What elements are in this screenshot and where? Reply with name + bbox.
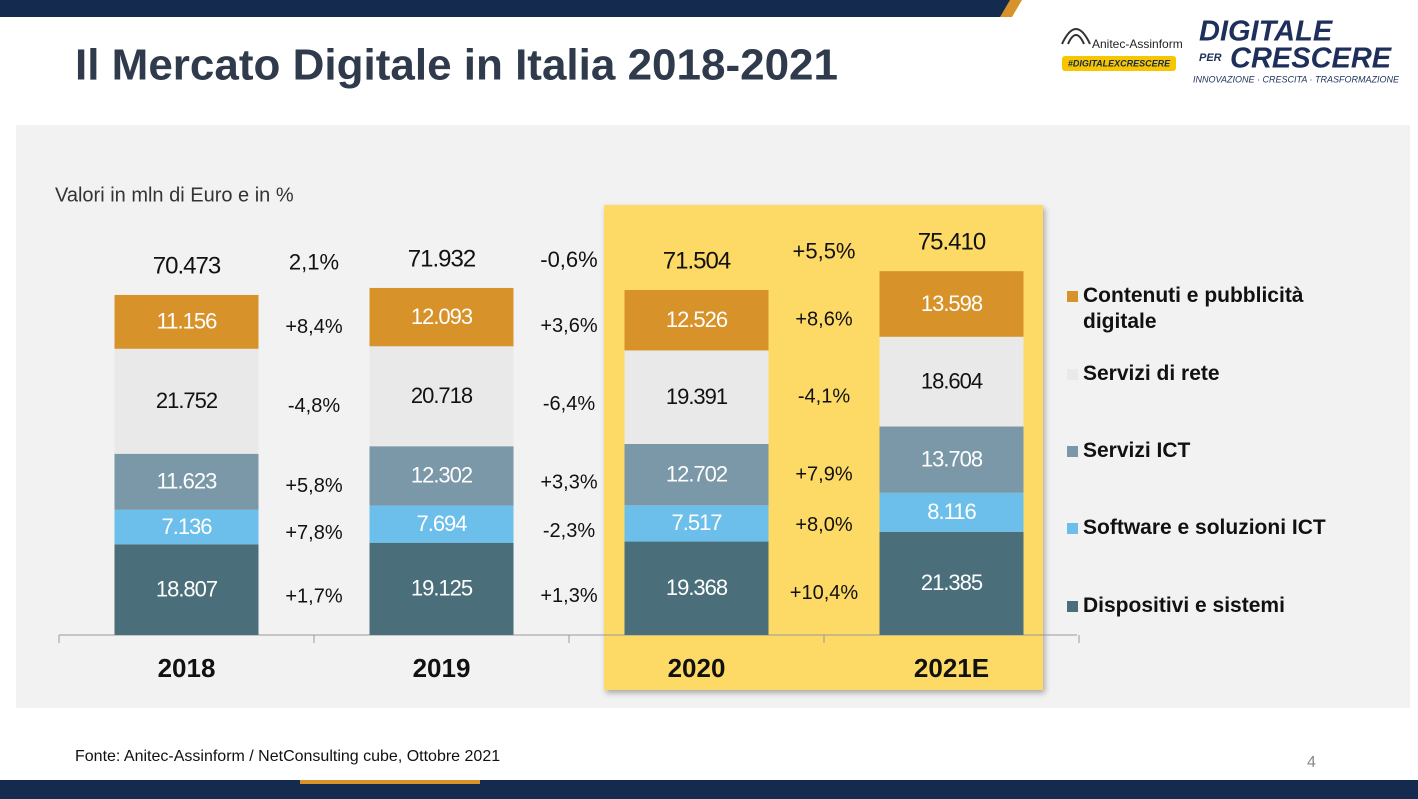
slide-title: Il Mercato Digitale in Italia 2018-2021 [75, 41, 838, 90]
logo-emblem [1061, 28, 1091, 45]
logo-per: PER [1199, 52, 1222, 64]
bar-segment [879, 336, 1024, 427]
bar-segment [624, 350, 769, 444]
x-tick-label: 2018 [158, 653, 216, 683]
top-accent [1000, 0, 1022, 17]
value-label: 7.517 [671, 510, 722, 535]
value-label: 11.156 [157, 309, 217, 334]
legend-swatch [1067, 601, 1078, 612]
growth-label: +1,7% [285, 586, 342, 608]
legend-label: Servizi ICT [1083, 439, 1191, 462]
value-label: 19.391 [666, 384, 728, 409]
logo-tagline: INNOVAZIONE · CRESCITA · TRASFORMAZIONE [1193, 74, 1400, 84]
value-label: 13.598 [921, 291, 983, 316]
bar-segment [369, 505, 514, 543]
value-label: 12.093 [411, 304, 473, 329]
growth-label: +7,9% [795, 463, 852, 485]
bar-segment [624, 505, 769, 542]
top-stripe [0, 0, 1010, 17]
bar-segment [879, 426, 1024, 493]
bar-segment [369, 542, 514, 635]
growth-total: +5,5% [793, 238, 856, 263]
legend-label: Servizi di rete [1083, 362, 1220, 385]
value-label: 12.526 [666, 307, 728, 332]
value-label: 21.385 [921, 570, 983, 595]
legend-label: Software e soluzioni ICT [1083, 516, 1326, 539]
bottom-stripe [0, 780, 1418, 799]
total-label: 70.473 [153, 252, 221, 279]
growth-label: +7,8% [285, 522, 342, 544]
growth-label: +8,6% [795, 308, 852, 330]
bar-segment [114, 294, 259, 349]
x-tick-label: 2021E [914, 653, 989, 683]
x-tick-label: 2020 [668, 653, 726, 683]
growth-label: +8,4% [285, 316, 342, 338]
value-label: 19.368 [666, 575, 728, 600]
logo-hashtag-bg [1062, 56, 1176, 71]
growth-label: -4,1% [798, 386, 850, 408]
bar-segment [624, 289, 769, 351]
legend-label: Contenuti e pubblicità digitale [1083, 284, 1304, 333]
bar-segment [369, 346, 514, 447]
logo-assoc: Anitec-Assinform [1092, 37, 1183, 51]
legend-swatch [1067, 523, 1078, 534]
page-number: 4 [1307, 754, 1316, 771]
value-label: 7.136 [161, 514, 212, 539]
growth-label: +3,6% [540, 315, 597, 337]
value-label: 18.807 [156, 576, 218, 601]
value-label: 20.718 [411, 383, 473, 408]
bar-segment [624, 541, 769, 635]
growth-total: -0,6% [540, 247, 597, 272]
x-tick-label: 2019 [413, 653, 471, 683]
legend-label: Dispositivi e sistemi [1083, 594, 1285, 617]
source: Fonte: Anitec-Assinform / NetConsulting … [75, 748, 500, 765]
value-label: 7.694 [416, 511, 467, 536]
value-label: 12.702 [666, 461, 728, 486]
bar-segment [369, 446, 514, 506]
bar-segment [879, 271, 1024, 337]
legend-swatch [1067, 369, 1078, 380]
growth-label: -2,3% [543, 520, 595, 542]
logo-hashtag: #DIGITALEXCRESCERE [1068, 58, 1171, 68]
growth-label: +3,3% [540, 472, 597, 494]
value-label: 12.302 [411, 463, 473, 488]
bar-segment [114, 348, 259, 454]
value-label: 19.125 [411, 576, 473, 601]
growth-label: +8,0% [795, 514, 852, 536]
bar-segment [114, 509, 259, 545]
legend-swatch [1067, 291, 1078, 302]
growth-label: +5,8% [285, 475, 342, 497]
total-label: 71.504 [663, 247, 731, 274]
value-label: 11.623 [157, 469, 217, 494]
growth-total: 2,1% [289, 249, 339, 274]
value-label: 8.116 [927, 499, 976, 524]
growth-label: +10,4% [790, 582, 859, 604]
legend-swatch [1067, 446, 1078, 457]
value-label: 18.604 [921, 368, 983, 393]
growth-label: +1,3% [540, 585, 597, 607]
chart-subtitle: Valori in mln di Euro e in % [55, 184, 294, 206]
value-label: 13.708 [921, 446, 983, 471]
logo-brand2: CRESCERE [1230, 43, 1393, 75]
bar-segment [114, 453, 259, 510]
growth-label: -6,4% [543, 393, 595, 415]
total-label: 75.410 [918, 228, 986, 255]
value-label: 21.752 [156, 388, 218, 413]
growth-label: -4,8% [288, 395, 340, 417]
bar-segment [624, 443, 769, 506]
bar-segment [879, 492, 1024, 532]
bar-segment [369, 287, 514, 347]
bottom-accent [300, 780, 480, 784]
bar-segment [114, 544, 259, 635]
total-label: 71.932 [408, 245, 476, 272]
bar-segment [879, 531, 1024, 635]
logo-brand1: DIGITALE [1199, 16, 1334, 48]
